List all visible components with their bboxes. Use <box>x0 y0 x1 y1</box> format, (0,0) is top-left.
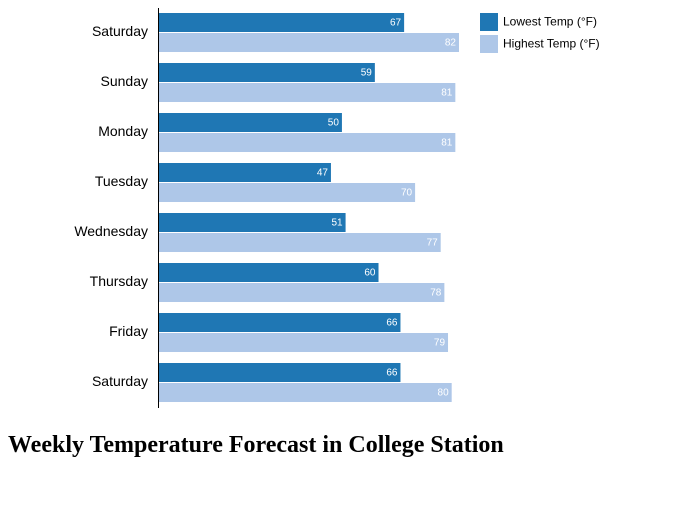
bar-lowest-temp <box>159 113 342 132</box>
category-label: Sunday <box>101 73 148 89</box>
data-label: 66 <box>386 318 398 329</box>
data-label: 67 <box>390 18 402 29</box>
bar-highest-temp <box>159 83 456 102</box>
legend-swatch-highest <box>480 35 498 53</box>
bar-lowest-temp <box>159 13 405 32</box>
bars-layer: 67 82 59 81 50 81 47 70 51 77 60 78 66 79 66 80 <box>159 13 459 402</box>
data-label: 80 <box>438 388 450 399</box>
bar-highest-temp <box>159 333 449 352</box>
data-label: 78 <box>430 288 442 299</box>
category-label: Friday <box>109 323 148 339</box>
bar-highest-temp <box>159 33 459 52</box>
temperature-bar-chart: 67 82 59 81 50 81 47 70 51 77 60 78 66 79 66 80 Saturda… <box>74 8 600 408</box>
bar-highest-temp <box>159 133 456 152</box>
category-label: Tuesday <box>95 173 148 189</box>
bar-highest-temp <box>159 233 441 252</box>
bar-highest-temp <box>159 383 452 402</box>
data-label: 81 <box>441 138 453 149</box>
category-labels: Saturday Sunday Monday Tuesday Wednesday Thur… <box>74 23 148 389</box>
bar-lowest-temp <box>159 163 331 182</box>
legend-swatch-lowest <box>480 13 498 31</box>
data-label: 82 <box>445 38 457 49</box>
bar-lowest-temp <box>159 363 401 382</box>
category-label: Thursday <box>90 273 148 289</box>
category-label: Saturday <box>92 373 148 389</box>
category-label: Saturday <box>92 23 148 39</box>
bar-lowest-temp <box>159 263 379 282</box>
data-label: 47 <box>317 168 329 179</box>
data-label: 81 <box>441 88 453 99</box>
bar-lowest-temp <box>159 313 401 332</box>
bar-lowest-temp <box>159 213 346 232</box>
data-label: 79 <box>434 338 446 349</box>
data-label: 77 <box>427 238 439 249</box>
bar-highest-temp <box>159 283 445 302</box>
data-label: 60 <box>364 268 376 279</box>
data-label: 59 <box>361 68 373 79</box>
data-label: 50 <box>328 118 340 129</box>
data-label: 70 <box>401 188 413 199</box>
legend: Lowest Temp (°F) Highest Temp (°F) <box>480 13 600 53</box>
bar-lowest-temp <box>159 63 375 82</box>
chart-title: Weekly Temperature Forecast in College S… <box>8 432 504 458</box>
data-label: 66 <box>386 368 398 379</box>
legend-label-highest: Highest Temp (°F) <box>503 37 600 51</box>
data-label: 51 <box>331 218 343 229</box>
category-label: Wednesday <box>74 223 148 239</box>
legend-label-lowest: Lowest Temp (°F) <box>503 15 597 29</box>
category-label: Monday <box>98 123 148 139</box>
bar-highest-temp <box>159 183 416 202</box>
